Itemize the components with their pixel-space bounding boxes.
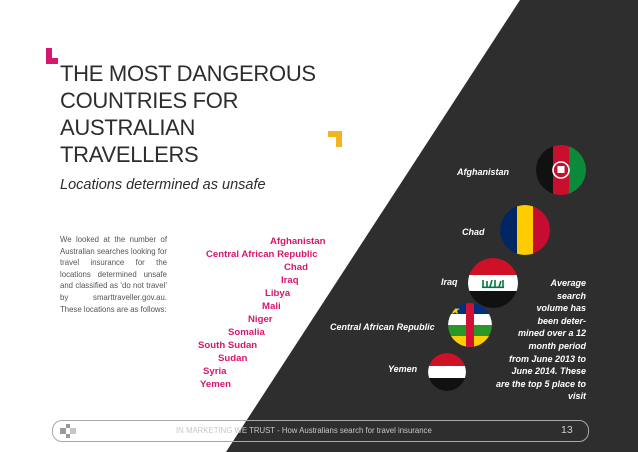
- page-number: 13: [561, 424, 573, 436]
- note-line: from June 2013 to: [508, 353, 586, 364]
- list-item: Mali: [262, 301, 281, 312]
- flag-label-chad: Chad: [462, 227, 485, 237]
- note-line: June 2014. These: [511, 366, 586, 377]
- list-item: Chad: [284, 262, 308, 273]
- footer-text: IN MARKETING WE TRUST - How Australians …: [176, 426, 432, 435]
- flag-label-afghanistan: Afghanistan: [457, 167, 510, 177]
- list-item: Afghanistan: [270, 236, 326, 247]
- note-line: are the top 5 place to: [495, 378, 586, 389]
- yemen-flag-icon: [428, 353, 466, 391]
- afghanistan-flag-icon: [536, 145, 586, 195]
- body-paragraph: We looked at the number of Australian se…: [60, 235, 167, 314]
- flag-label-iraq: Iraq: [441, 277, 458, 287]
- note-line: visit: [567, 391, 586, 402]
- list-item: Iraq: [281, 275, 299, 286]
- flag-label-car: Central African Republic: [330, 322, 435, 332]
- chad-flag-icon: [500, 205, 550, 255]
- footer-bar: [52, 420, 589, 442]
- title-line-1: THE MOST DANGEROUS: [60, 61, 316, 86]
- brand-logo-icon: [60, 424, 76, 438]
- list-item: Central African Republic: [206, 249, 318, 260]
- note-line: mined over a 12: [517, 328, 586, 339]
- flag-label-yemen: Yemen: [388, 364, 418, 374]
- page-title: THE MOST DANGEROUS COUNTRIES FOR AUSTRAL…: [60, 60, 360, 168]
- list-item: Yemen: [200, 379, 231, 390]
- search-volume-note: Average search volume has been deter- mi…: [488, 277, 586, 403]
- list-item: Syria: [203, 366, 227, 377]
- note-line: search: [556, 290, 586, 301]
- list-item: Niger: [248, 314, 273, 325]
- iraq-flag-icon: [468, 258, 518, 308]
- title-line-3: TRAVELLERS: [60, 142, 199, 167]
- note-line: been deter-: [537, 315, 586, 326]
- note-line: Average: [550, 278, 586, 288]
- list-item: South Sudan: [198, 340, 258, 351]
- ranked-country-list: Afghanistan Central African Republic Cha…: [190, 236, 340, 396]
- list-item: Libya: [265, 288, 291, 299]
- yellow-corner-mark: [328, 131, 342, 147]
- car-flag-icon: [448, 303, 492, 347]
- subtitle: Locations determined as unsafe: [60, 177, 266, 193]
- list-item: Sudan: [218, 353, 248, 364]
- pink-corner-mark: [46, 48, 58, 64]
- note-line: month period: [528, 340, 587, 351]
- list-item: Somalia: [228, 327, 265, 338]
- title-line-2: COUNTRIES FOR AUSTRALIAN: [60, 88, 239, 140]
- note-line: volume has: [536, 303, 586, 314]
